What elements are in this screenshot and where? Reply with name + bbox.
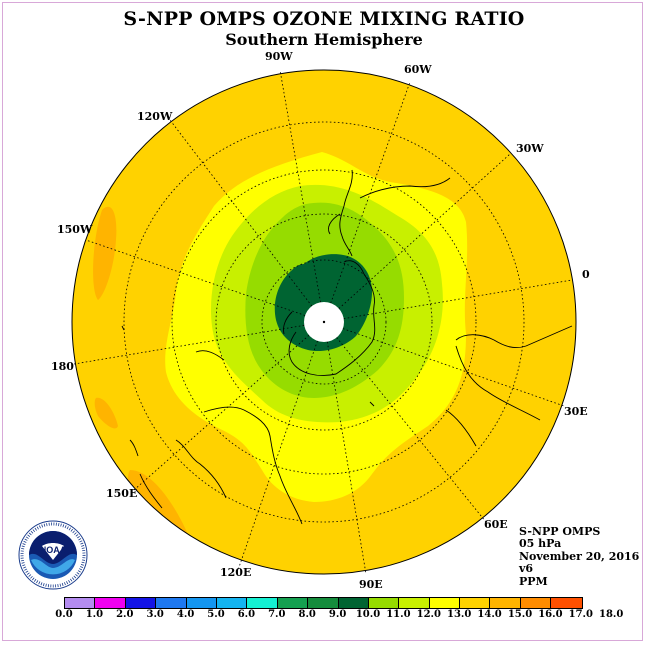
- logo-text: NOAA: [40, 545, 67, 555]
- colorbar-segment: [65, 598, 96, 608]
- colorbar-tick-label: 8.0: [298, 609, 316, 620]
- lon-label-90e: 90E: [359, 578, 383, 591]
- colorbar-tick-label: 3.0: [146, 609, 164, 620]
- colorbar: [64, 597, 583, 609]
- field-14-15-southwest: [94, 397, 118, 429]
- lon-label-60e: 60E: [484, 518, 508, 531]
- info-units: PPM: [519, 574, 548, 588]
- info-version: v6: [519, 562, 534, 576]
- colorbar-tick-label: 9.0: [328, 609, 347, 620]
- lon-label-120w: 120W: [137, 110, 173, 123]
- colorbar-segment: [186, 598, 217, 608]
- colorbar-tick-label: 11.0: [386, 609, 411, 620]
- colorbar-segment: [216, 598, 248, 608]
- colorbar-segment: [460, 598, 491, 608]
- info-date: November 20, 2016: [519, 549, 640, 563]
- info-level: 05 hPa: [519, 537, 562, 551]
- lon-label-60w: 60W: [404, 63, 432, 76]
- colorbar-segment: [399, 598, 430, 608]
- colorbar-segment: [338, 598, 369, 608]
- lon-label-180: 180: [51, 360, 74, 373]
- colorbar-segment: [368, 598, 400, 608]
- lon-label-150e: 150E: [106, 487, 138, 500]
- lon-label-90w: 90W: [265, 50, 293, 63]
- colorbar-tick-label: 13.0: [447, 609, 472, 620]
- pole-point: [322, 320, 326, 324]
- colorbar-segment: [429, 598, 461, 608]
- colorbar-segment: [95, 598, 126, 608]
- noaa-logo: NOAA: [18, 520, 88, 590]
- map-title: S-NPP OMPS OZONE MIXING RATIO: [123, 8, 525, 30]
- colorbar-tick-label: 10.0: [355, 609, 381, 620]
- colorbar-tick-label: 12.0: [416, 609, 441, 620]
- colorbar-tick-label: 0.0: [55, 609, 73, 620]
- info-instrument: S-NPP OMPS: [519, 525, 601, 538]
- colorbar-tick-label: 17.0: [568, 609, 593, 620]
- colorbar-tick-label: 1.0: [85, 609, 104, 620]
- colorbar-tick-label: 4.0: [176, 609, 195, 620]
- colorbar-segment: [125, 598, 157, 608]
- colorbar-tick-label: 15.0: [507, 609, 533, 620]
- colorbar-tick-label: 18.0: [599, 609, 624, 620]
- info-block: S-NPP OMPS 05 hPa November 20, 2016 v6 P…: [519, 525, 640, 588]
- colorbar-tick-label: 6.0: [237, 609, 256, 620]
- colorbar-segment: [490, 598, 521, 608]
- lon-label-0: 0: [582, 268, 590, 281]
- lon-label-30w: 30W: [516, 142, 544, 155]
- lon-label-120e: 120E: [220, 566, 252, 579]
- colorbar-tick-label: 7.0: [268, 609, 286, 620]
- colorbar-segment: [520, 598, 552, 608]
- lon-label-30e: 30E: [564, 405, 588, 418]
- map-border: [71, 69, 577, 575]
- lon-label-150w: 150W: [57, 223, 93, 236]
- colorbar-segment: [308, 598, 339, 608]
- coastlines: [121, 169, 573, 525]
- field-14-15-west: [93, 206, 117, 300]
- colorbar-segment: [551, 598, 582, 608]
- colorbar-tick-label: 5.0: [207, 609, 225, 620]
- colorbar-segment: [247, 598, 278, 608]
- colorbar-tick-label: 14.0: [477, 609, 502, 620]
- image-frame: [2, 2, 643, 641]
- graticule: [73, 69, 573, 575]
- map-subtitle: Southern Hemisphere: [225, 30, 423, 49]
- colorbar-segment: [277, 598, 309, 608]
- colorbar-tick-label: 16.0: [538, 609, 563, 620]
- colorbar-tick-label: 2.0: [116, 609, 134, 620]
- colorbar-segment: [156, 598, 187, 608]
